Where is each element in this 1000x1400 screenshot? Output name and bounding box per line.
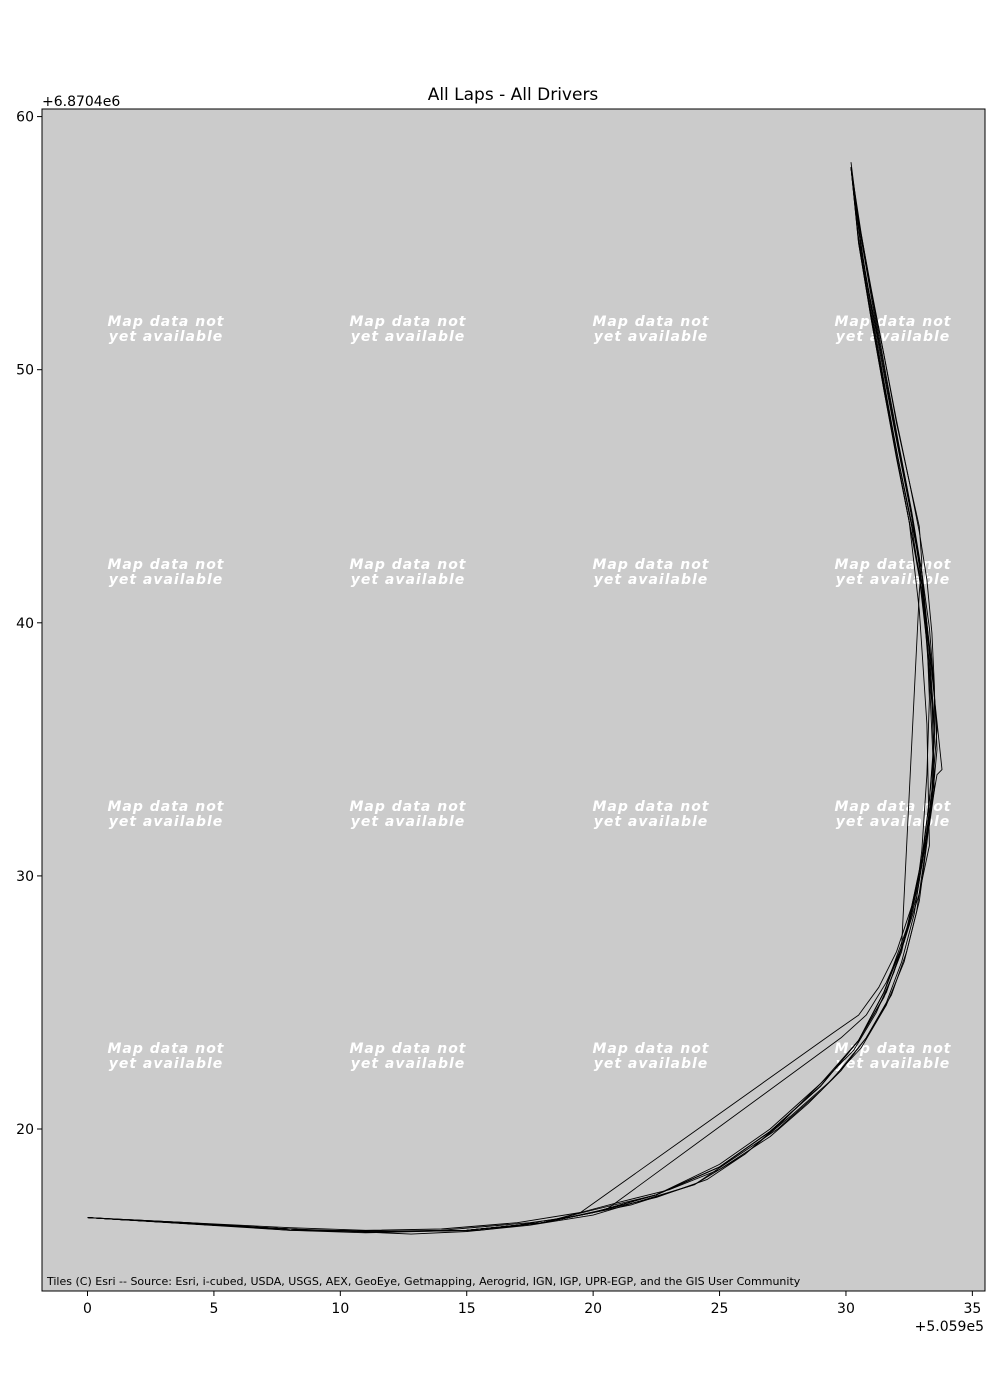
basemap-tile-text: Map data not: [107, 557, 224, 573]
map-attribution: Tiles (C) Esri -- Source: Esri, i-cubed,…: [46, 1275, 801, 1288]
y-tick-label: 20: [16, 1122, 34, 1138]
basemap-tile-text: Map data not: [834, 314, 951, 330]
x-offset-label: +5.059e5: [915, 1319, 984, 1335]
basemap-tile-text: yet available: [109, 572, 224, 588]
basemap-tile-text: yet available: [594, 329, 709, 345]
basemap-tile-text: Map data not: [592, 314, 709, 330]
x-tick-label: 30: [837, 1301, 855, 1317]
axes-frame: [41, 108, 986, 1292]
x-tick-label: 5: [209, 1301, 218, 1317]
basemap-tile-text: yet available: [109, 814, 224, 830]
basemap-tile-text: Map data not: [349, 314, 466, 330]
basemap-tile-text: Map data not: [592, 799, 709, 815]
basemap-tile-text: yet available: [594, 814, 709, 830]
basemap-tile-text: Map data not: [592, 1041, 709, 1057]
x-tick-label: 35: [963, 1301, 981, 1317]
lap-trace-11: [87, 167, 923, 1232]
basemap-tile-text: yet available: [594, 1056, 709, 1072]
x-tick-label: 25: [711, 1301, 729, 1317]
y-tick-label: 30: [16, 869, 34, 885]
lap-traces: [87, 162, 943, 1235]
basemap-tile-text: Map data not: [349, 1041, 466, 1057]
x-tick-label: 0: [83, 1301, 92, 1317]
basemap-tile-text: yet available: [351, 329, 466, 345]
x-tick-label: 10: [331, 1301, 349, 1317]
y-tick-label: 40: [16, 616, 34, 632]
basemap-tile-text: yet available: [836, 329, 951, 345]
basemap-tile-text: Map data not: [107, 799, 224, 815]
basemap-tile-text: yet available: [594, 572, 709, 588]
basemap-tile-text: yet available: [836, 814, 951, 830]
basemap-tile-text: Map data not: [834, 1041, 951, 1057]
basemap-tile-text: yet available: [109, 329, 224, 345]
basemap-tile-text: Map data not: [349, 557, 466, 573]
y-axis: 20 30 40 50 60: [16, 110, 42, 1138]
basemap-tile-text: yet available: [836, 572, 951, 588]
basemap-tile-text: Map data not: [592, 557, 709, 573]
y-tick-label: 50: [16, 363, 34, 379]
y-tick-label: 60: [16, 110, 34, 126]
basemap-tile-text: Map data not: [349, 799, 466, 815]
basemap-tile-text: yet available: [351, 572, 466, 588]
map-background: [42, 109, 985, 1291]
basemap-tile-text: Map data not: [107, 1041, 224, 1057]
chart-title: All Laps - All Drivers: [428, 85, 599, 105]
basemap-tile-text: yet available: [351, 1056, 466, 1072]
basemap-tile-text: yet available: [836, 1056, 951, 1072]
basemap-tile-text: Map data not: [107, 314, 224, 330]
x-axis: 0 5 10 15 20 25 30 35: [83, 1291, 981, 1317]
x-tick-label: 20: [584, 1301, 602, 1317]
y-offset-label: +6.8704e6: [42, 94, 120, 110]
basemap-tile-text: yet available: [109, 1056, 224, 1072]
x-tick-label: 15: [458, 1301, 476, 1317]
basemap-tile-text: Map data not: [834, 557, 951, 573]
basemap-tile-text: Map data not: [834, 799, 951, 815]
basemap-tile-text: yet available: [351, 814, 466, 830]
